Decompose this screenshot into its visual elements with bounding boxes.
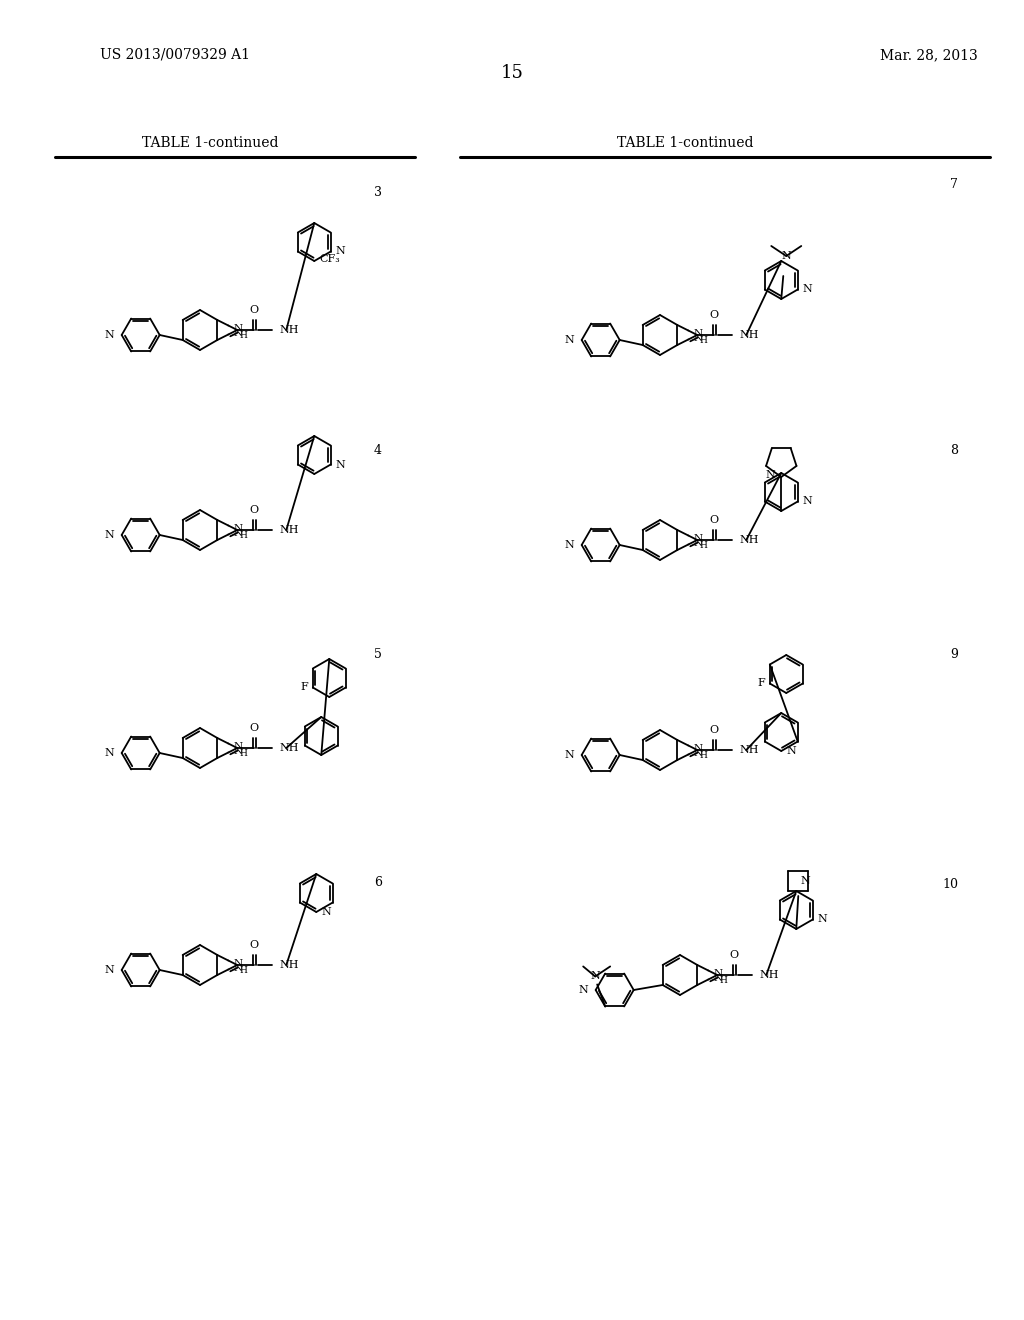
Text: N: N bbox=[579, 985, 589, 995]
Text: N: N bbox=[693, 535, 702, 543]
Text: O: O bbox=[710, 725, 719, 735]
Text: N: N bbox=[693, 329, 702, 338]
Text: N: N bbox=[803, 496, 812, 507]
Text: H: H bbox=[719, 975, 727, 985]
Text: H: H bbox=[699, 751, 708, 760]
Text: N: N bbox=[104, 748, 115, 758]
Text: N: N bbox=[565, 750, 574, 760]
Text: O: O bbox=[250, 305, 259, 315]
Text: 15: 15 bbox=[501, 63, 523, 82]
Text: N: N bbox=[818, 915, 827, 924]
Text: N: N bbox=[693, 334, 702, 343]
Text: N: N bbox=[801, 876, 810, 886]
Text: N: N bbox=[104, 965, 115, 975]
Text: N: N bbox=[336, 247, 345, 256]
Text: N: N bbox=[803, 285, 812, 294]
Text: N: N bbox=[104, 531, 115, 540]
Text: NH: NH bbox=[280, 525, 299, 535]
Text: N: N bbox=[322, 907, 331, 917]
Text: N: N bbox=[233, 742, 243, 751]
Text: NH: NH bbox=[280, 960, 299, 970]
Text: TABLE 1-continued: TABLE 1-continued bbox=[141, 136, 279, 150]
Text: H: H bbox=[699, 337, 708, 345]
Text: TABLE 1-continued: TABLE 1-continued bbox=[616, 136, 754, 150]
Text: NH: NH bbox=[739, 744, 759, 755]
Text: N: N bbox=[336, 459, 345, 470]
Text: NH: NH bbox=[739, 330, 759, 341]
Text: 8: 8 bbox=[950, 444, 958, 457]
Text: 3: 3 bbox=[374, 186, 382, 198]
Text: O: O bbox=[710, 515, 719, 525]
Text: N: N bbox=[104, 330, 115, 341]
Text: 5: 5 bbox=[374, 648, 382, 661]
Text: N: N bbox=[565, 335, 574, 345]
Text: N: N bbox=[233, 964, 243, 973]
Text: NH: NH bbox=[739, 535, 759, 545]
Text: H: H bbox=[699, 541, 708, 550]
Text: H: H bbox=[240, 531, 247, 540]
Text: N: N bbox=[233, 524, 243, 533]
Text: H: H bbox=[240, 748, 247, 758]
Text: CF₃: CF₃ bbox=[319, 253, 340, 264]
Text: N: N bbox=[565, 540, 574, 550]
Text: N: N bbox=[781, 251, 792, 261]
Text: O: O bbox=[730, 950, 739, 960]
Text: H: H bbox=[240, 331, 247, 341]
Text: N: N bbox=[766, 470, 775, 480]
Text: 4: 4 bbox=[374, 444, 382, 457]
Text: O: O bbox=[250, 723, 259, 733]
Text: N: N bbox=[233, 329, 243, 338]
Text: N: N bbox=[590, 972, 600, 982]
Text: 9: 9 bbox=[950, 648, 958, 661]
Text: 7: 7 bbox=[950, 178, 958, 191]
Text: N: N bbox=[693, 744, 702, 752]
Text: H: H bbox=[240, 966, 247, 975]
Text: NH: NH bbox=[759, 970, 779, 979]
Text: O: O bbox=[250, 506, 259, 515]
Text: N: N bbox=[714, 974, 722, 983]
Text: N: N bbox=[233, 529, 243, 539]
Text: Mar. 28, 2013: Mar. 28, 2013 bbox=[880, 48, 978, 62]
Text: F: F bbox=[757, 678, 765, 689]
Text: N: N bbox=[233, 960, 243, 968]
Text: US 2013/0079329 A1: US 2013/0079329 A1 bbox=[100, 48, 250, 62]
Text: N: N bbox=[233, 323, 243, 333]
Text: O: O bbox=[250, 940, 259, 950]
Text: N: N bbox=[786, 746, 796, 756]
Text: N: N bbox=[233, 747, 243, 756]
Text: 10: 10 bbox=[942, 879, 958, 891]
Text: NH: NH bbox=[280, 743, 299, 752]
Text: N: N bbox=[693, 748, 702, 758]
Text: F: F bbox=[300, 682, 308, 693]
Text: N: N bbox=[693, 539, 702, 548]
Text: N: N bbox=[714, 969, 722, 978]
Text: 6: 6 bbox=[374, 876, 382, 890]
Text: NH: NH bbox=[280, 325, 299, 335]
Text: O: O bbox=[710, 310, 719, 319]
